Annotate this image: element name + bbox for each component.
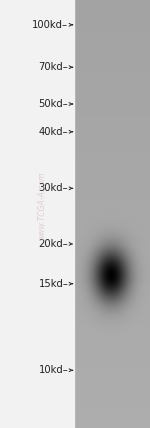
Text: 20kd–: 20kd– — [39, 239, 68, 249]
Text: 100kd–: 100kd– — [32, 20, 68, 30]
Text: www.TCGA-A.com: www.TCGA-A.com — [38, 171, 46, 240]
Text: 10kd–: 10kd– — [39, 365, 68, 375]
Text: 15kd–: 15kd– — [38, 279, 68, 289]
Text: 30kd–: 30kd– — [39, 183, 68, 193]
Text: 70kd–: 70kd– — [39, 62, 68, 72]
Bar — [0, 0, 75, 428]
Text: 40kd–: 40kd– — [39, 127, 68, 137]
Text: 50kd–: 50kd– — [39, 99, 68, 109]
